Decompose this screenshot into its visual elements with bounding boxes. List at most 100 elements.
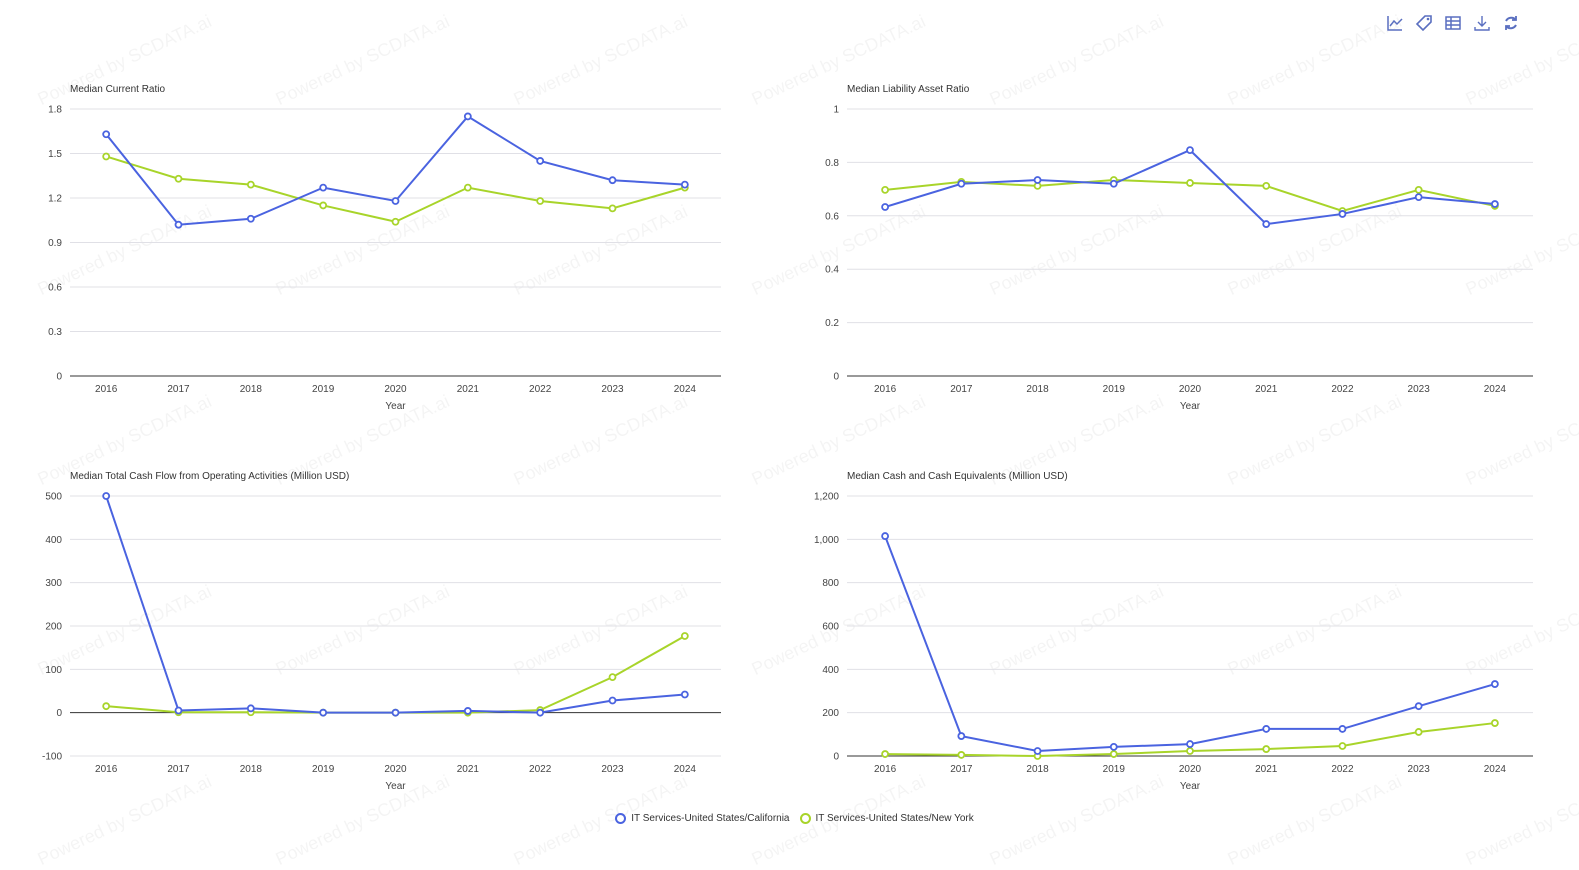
y-tick-label: 0 <box>833 752 839 763</box>
data-point <box>102 152 111 161</box>
x-axis-label: Year <box>1180 401 1201 412</box>
x-tick-label: 2022 <box>1331 764 1354 775</box>
data-point <box>680 180 689 189</box>
table-icon[interactable] <box>1444 14 1462 32</box>
data-point <box>463 183 472 192</box>
data-point <box>246 180 255 189</box>
y-tick-label: 200 <box>45 622 62 633</box>
x-tick-label: 2016 <box>95 384 118 395</box>
y-tick-label: 0 <box>56 372 62 383</box>
data-point <box>391 197 400 205</box>
x-tick-label: 2018 <box>240 384 263 395</box>
data-point <box>174 220 183 229</box>
y-tick-label: 0.8 <box>825 158 839 169</box>
legend: IT Services-United States/California IT … <box>0 813 1579 824</box>
series-line-california <box>884 148 1495 226</box>
data-point <box>1262 725 1271 733</box>
data-point <box>1033 747 1042 755</box>
y-tick-label: 0 <box>56 708 62 719</box>
x-tick-label: 2017 <box>950 384 973 395</box>
data-point <box>174 174 183 183</box>
chart-1: Median Current Ratio 0 0.3 0.6 0.9 1.2 1.5 1.8 2… <box>48 84 721 412</box>
legend-marker-california <box>615 813 627 824</box>
x-tick-label: 2024 <box>674 384 697 395</box>
data-point <box>1262 745 1271 753</box>
series-line-california <box>105 115 685 226</box>
y-tick-label: 100 <box>45 665 62 676</box>
x-tick-label: 2021 <box>457 384 480 395</box>
y-tick-label: 0.9 <box>48 238 62 249</box>
data-point <box>1338 742 1347 750</box>
y-tick-label: 0.2 <box>825 318 839 329</box>
x-tick-label: 2022 <box>1331 384 1354 395</box>
tag-icon[interactable] <box>1415 14 1433 32</box>
data-point <box>1262 181 1271 190</box>
y-tick-label: 1.8 <box>48 105 62 116</box>
chart-title: Median Cash and Cash Equivalents (Millio… <box>847 471 1068 482</box>
y-tick-label: 0.3 <box>48 327 62 338</box>
refresh-icon[interactable] <box>1502 14 1520 32</box>
data-point <box>1414 702 1423 711</box>
series-line-new-york <box>105 155 686 223</box>
legend-item-new-york[interactable]: IT Services-United States/New York <box>799 813 974 824</box>
x-tick-label: 2016 <box>874 384 897 395</box>
data-point <box>391 708 400 717</box>
x-tick-label: 2022 <box>529 384 552 395</box>
data-point <box>1414 186 1423 194</box>
y-tick-label: 1,000 <box>814 535 839 546</box>
x-tick-label: 2024 <box>674 764 697 775</box>
data-point <box>536 197 545 205</box>
x-tick-label: 2018 <box>1026 384 1049 395</box>
legend-item-california[interactable]: IT Services-United States/California <box>615 813 790 824</box>
data-point <box>608 696 617 705</box>
x-tick-label: 2017 <box>167 384 190 395</box>
data-point <box>680 632 689 640</box>
x-tick-label: 2019 <box>1103 384 1126 395</box>
chart-2: Median Liability Asset Ratio 0 0.2 0.4 0.6 0.… <box>825 84 1533 412</box>
download-icon[interactable] <box>1473 14 1491 32</box>
data-point <box>1186 179 1194 187</box>
data-point <box>957 751 966 759</box>
y-tick-label: 0.6 <box>825 211 839 222</box>
x-tick-label: 2019 <box>312 764 335 775</box>
x-tick-label: 2024 <box>1484 384 1507 395</box>
line-chart-icon[interactable] <box>1386 14 1404 32</box>
data-point <box>1338 210 1347 218</box>
x-tick-label: 2020 <box>384 384 407 395</box>
y-tick-label: 1.5 <box>48 149 62 160</box>
x-tick-label: 2023 <box>1408 764 1431 775</box>
data-point <box>463 112 472 121</box>
chart-title: Median Total Cash Flow from Operating Ac… <box>70 471 349 482</box>
data-point <box>536 708 545 717</box>
x-tick-label: 2021 <box>1255 764 1278 775</box>
y-tick-label: -100 <box>42 752 62 763</box>
data-point <box>608 176 617 185</box>
x-tick-label: 2016 <box>95 764 118 775</box>
data-point <box>881 203 890 211</box>
x-tick-label: 2024 <box>1484 764 1507 775</box>
x-tick-label: 2016 <box>874 764 897 775</box>
data-point <box>957 179 966 188</box>
data-point <box>1186 740 1194 748</box>
x-tick-label: 2017 <box>167 764 190 775</box>
x-tick-label: 2018 <box>1026 764 1049 775</box>
data-point <box>536 157 545 165</box>
x-tick-label: 2017 <box>950 764 973 775</box>
data-point <box>246 704 255 713</box>
series-line-new-york <box>106 635 686 714</box>
chart-3: Median Total Cash Flow from Operating Ac… <box>42 471 721 792</box>
legend-label: IT Services-United States/California <box>631 813 790 824</box>
chart-4: Median Cash and Cash Equivalents (Millio… <box>814 471 1533 792</box>
data-point <box>319 201 328 210</box>
x-tick-label: 2023 <box>1408 384 1431 395</box>
series-line-california <box>105 495 685 714</box>
data-point <box>1490 200 1499 208</box>
data-point <box>608 204 617 213</box>
data-point <box>1186 747 1194 755</box>
chart-title: Median Liability Asset Ratio <box>847 84 970 95</box>
y-tick-label: 1,200 <box>814 492 839 503</box>
data-point <box>1109 750 1118 758</box>
x-tick-label: 2019 <box>312 384 335 395</box>
series-line-california <box>884 535 1496 753</box>
